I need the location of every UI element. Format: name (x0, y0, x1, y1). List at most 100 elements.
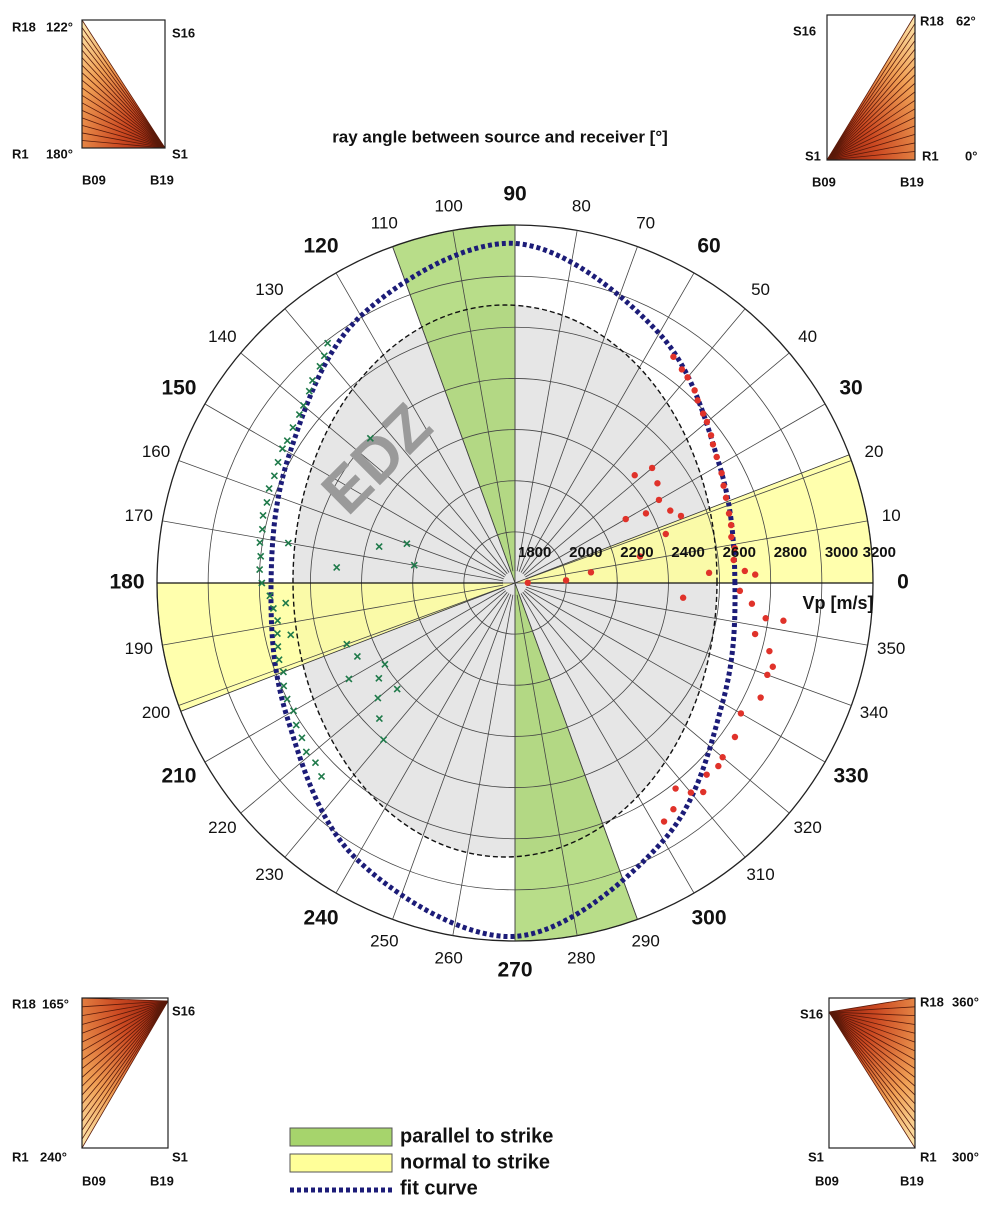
inset-label: R1 (12, 1149, 29, 1164)
inset-label: R18 (920, 13, 944, 28)
data-point (731, 733, 739, 741)
ray (826, 31, 916, 161)
data-point (374, 694, 382, 702)
data-point (737, 710, 745, 717)
data-point (393, 685, 401, 693)
theta-tick-label: 80 (572, 196, 591, 215)
theta-tick-label: 170 (125, 506, 153, 525)
inset-border (81, 19, 166, 149)
grid-spoke (520, 593, 695, 894)
grid-spoke (522, 308, 746, 575)
inset-label: S16 (800, 1006, 823, 1021)
data-point (316, 362, 324, 370)
ray (826, 116, 916, 161)
data-point (727, 521, 735, 529)
inset-label: B19 (900, 1173, 924, 1188)
data-point (311, 759, 320, 767)
data-point (718, 469, 725, 477)
ray (81, 1000, 169, 1078)
ray (81, 1000, 169, 1052)
r-tick-label: 2600 (723, 544, 756, 561)
data-point (694, 397, 701, 404)
data-point (317, 772, 326, 781)
inset-label: B09 (812, 174, 836, 189)
data-point (269, 604, 277, 612)
r-tick-label: 2800 (774, 544, 807, 561)
inset-label: 240° (40, 1149, 67, 1164)
inset-label: B19 (900, 174, 924, 189)
inset-label: S16 (172, 25, 195, 40)
data-point (274, 458, 282, 466)
theta-tick-label: 30 (839, 377, 862, 400)
grid-spoke (452, 594, 514, 936)
legend-label: parallel to strike (400, 1125, 553, 1147)
data-point (731, 544, 738, 552)
ray (81, 1000, 169, 1034)
ray (828, 1011, 916, 1043)
ray (826, 74, 916, 161)
data-point (672, 785, 679, 792)
data-point (265, 485, 273, 493)
theta-tick-label: 330 (833, 765, 868, 788)
data-point (295, 410, 303, 419)
data-point (258, 579, 266, 587)
data-point (725, 510, 733, 517)
data-point (757, 694, 764, 701)
grid-spoke (284, 591, 508, 858)
inset-label: R1 (12, 146, 29, 161)
grid-spoke (204, 403, 505, 578)
data-point (266, 592, 274, 600)
theta-tick-label: 290 (631, 931, 659, 950)
inset-label: B09 (82, 1173, 106, 1188)
data-point (587, 569, 595, 576)
theta-tick-label: 340 (860, 703, 888, 722)
data-point (279, 668, 287, 676)
grid-spoke (526, 520, 868, 582)
ray (81, 1000, 169, 1096)
grid-spoke (335, 593, 510, 894)
theta-tick-label: 10 (882, 506, 901, 525)
legend-swatch (289, 1127, 393, 1147)
data-point (654, 480, 661, 487)
data-point (280, 682, 288, 690)
grid-spoke (516, 230, 578, 572)
inset-border (81, 997, 169, 1149)
data-point (655, 496, 663, 504)
grid-spoke (523, 352, 790, 576)
data-point (289, 423, 297, 432)
inset-label: 180° (46, 146, 73, 161)
data-point (700, 788, 707, 796)
data-point (274, 617, 282, 625)
data-point (366, 434, 374, 442)
data-point (780, 617, 787, 624)
theta-tick-label: 300 (691, 907, 726, 930)
grid-spoke (526, 460, 852, 580)
grid-spoke (162, 584, 504, 646)
legend-label: normal to strike (400, 1151, 550, 1173)
ray (81, 1000, 169, 1105)
ray (81, 140, 166, 149)
ray (826, 134, 916, 161)
theta-tick-label: 310 (746, 865, 774, 884)
data-point (259, 511, 267, 520)
ray (81, 27, 166, 149)
data-point (257, 552, 265, 560)
theta-tick-label: 320 (793, 818, 821, 837)
data-point (703, 771, 710, 778)
inset-label: 360° (952, 994, 979, 1009)
ray (828, 1006, 916, 1013)
r-tick-label: 3000 (825, 544, 858, 561)
grid-spoke (240, 352, 507, 576)
ray (81, 1000, 169, 1149)
ray (826, 40, 916, 161)
grid-spoke (178, 460, 504, 580)
ray (81, 109, 166, 149)
data-point (699, 410, 707, 417)
ray (81, 102, 166, 149)
theta-tick-label: 210 (161, 765, 196, 788)
data-point (741, 567, 749, 575)
grid-spoke (518, 246, 638, 572)
inset-label: 122° (46, 19, 73, 34)
